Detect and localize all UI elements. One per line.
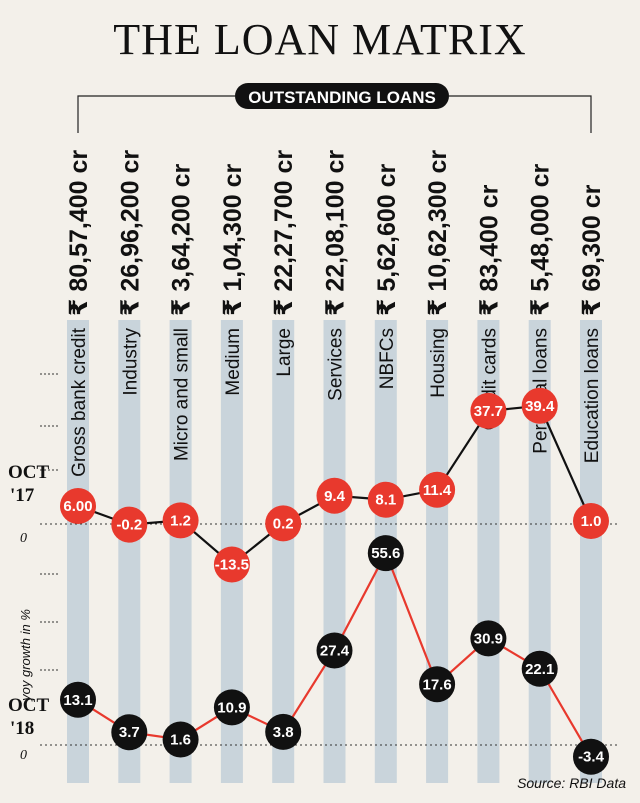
oct18-value-label: 13.1 <box>63 692 92 709</box>
outstanding-amount: ₹ 22,08,100 cr <box>322 150 350 316</box>
category-label: Medium <box>223 328 244 396</box>
series-label-oct18-line2: '18 <box>10 718 34 739</box>
outstanding-amounts: ₹ 80,57,400 cr ₹ 26,96,200 cr ₹ 3,64,200 c… <box>65 150 606 316</box>
oct18-point <box>213 689 250 726</box>
oct17-point <box>162 502 199 539</box>
oct17-point <box>470 392 507 429</box>
outstanding-bracket: OUTSTANDING LOANS <box>77 83 592 133</box>
oct17-value-label: 39.4 <box>525 398 555 415</box>
chart-title: THE LOAN MATRIX <box>113 15 527 64</box>
category-label: Gross bank credit <box>69 327 90 477</box>
outstanding-amount: ₹ 69,300 cr <box>578 184 606 316</box>
oct17-value-label: 37.7 <box>474 403 503 420</box>
oct17-value-label: 8.1 <box>375 492 396 509</box>
series-label-oct18-line1: OCT <box>8 695 50 716</box>
outstanding-amount: ₹ 10,62,300 cr <box>424 150 452 316</box>
oct17-point <box>60 488 96 524</box>
oct18-value-label: 17.6 <box>422 676 451 693</box>
category-column <box>477 320 500 783</box>
outstanding-amount: ₹ 83,400 cr <box>475 184 503 316</box>
oct18-point <box>367 535 404 572</box>
oct18-value-label: -3.4 <box>578 749 605 766</box>
category-column <box>118 320 141 783</box>
oct17-point <box>367 481 404 518</box>
outstanding-amount: ₹ 26,96,200 cr <box>116 150 144 316</box>
oct18-point <box>265 713 302 750</box>
oct18-value-label: 3.8 <box>273 724 294 741</box>
oct17-point <box>573 503 609 539</box>
category-column <box>272 320 295 783</box>
oct17-value-label: 9.4 <box>324 488 346 505</box>
axis-labels: OCT '17 OCT '18 0 0 yoy growth in % <box>8 462 50 763</box>
category-column <box>67 320 89 783</box>
oct17-value-label: 0.2 <box>273 515 294 532</box>
category-label: Industry <box>120 328 141 396</box>
y-axis-label: yoy growth in % <box>18 609 33 702</box>
zero-label-oct18: 0 <box>20 748 27 763</box>
category-label: NBFCs <box>377 328 398 389</box>
oct18-point <box>162 721 199 758</box>
source-note: Source: RBI Data <box>517 775 626 791</box>
outstanding-amount: ₹ 80,57,400 cr <box>65 150 93 316</box>
oct17-point <box>265 505 302 542</box>
subtitle: OUTSTANDING LOANS <box>248 88 436 107</box>
category-label: Micro and small <box>172 328 193 461</box>
series-label-oct17-line2: '17 <box>10 485 35 506</box>
oct17-point <box>521 387 558 424</box>
outstanding-amount: ₹ 22,27,700 cr <box>270 150 298 316</box>
oct18-value-label: 1.6 <box>170 731 191 748</box>
category-label: Large <box>274 328 295 377</box>
oct17-value-label: 1.0 <box>581 513 602 530</box>
oct18-point <box>470 620 507 657</box>
category-label: Education loans <box>582 328 603 463</box>
oct18-point <box>316 632 353 669</box>
oct17-point <box>213 546 250 583</box>
oct18-value-label: 22.1 <box>525 661 554 678</box>
oct18-point <box>111 714 148 751</box>
oct18-value-label: 10.9 <box>217 699 246 716</box>
oct17-point <box>419 471 456 508</box>
oct18-point <box>60 681 96 718</box>
oct18-value-label: 27.4 <box>320 642 350 659</box>
subtitle-pill <box>235 83 449 109</box>
oct18-value-label: 55.6 <box>371 545 400 562</box>
category-column <box>580 320 602 783</box>
oct17-point <box>111 506 148 543</box>
oct18-point <box>573 738 609 775</box>
oct18-value-label: 30.9 <box>474 630 503 647</box>
series-points: 6.00 -0.2 1.2 -13.5 0.2 9.4 8.1 11.4 37.7 39.4 1.0… <box>60 387 609 775</box>
oct17-value-label: -13.5 <box>215 557 249 574</box>
category-column <box>169 320 192 783</box>
outstanding-amount: ₹ 3,64,200 cr <box>168 163 196 316</box>
series-label-oct17-line1: OCT <box>8 462 50 483</box>
oct17-value-label: 6.00 <box>63 498 92 515</box>
oct17-value-label: 11.4 <box>423 482 452 499</box>
oct18-point <box>521 650 558 687</box>
zero-label-oct17: 0 <box>20 531 27 546</box>
oct18-value-label: 3.7 <box>119 724 140 741</box>
outstanding-amount: ₹ 5,48,000 cr <box>527 163 555 316</box>
category-label: Housing <box>428 328 449 398</box>
bracket-line-right <box>449 95 592 133</box>
oct18-point <box>419 666 456 703</box>
outstanding-amount: ₹ 5,62,600 cr <box>373 163 401 316</box>
bracket-line <box>77 95 235 133</box>
oct17-value-label: 1.2 <box>170 512 191 529</box>
category-label: Services <box>326 328 347 401</box>
outstanding-amount: ₹ 1,04,300 cr <box>219 163 247 316</box>
oct17-value-label: -0.2 <box>116 517 142 534</box>
oct17-point <box>316 477 353 514</box>
